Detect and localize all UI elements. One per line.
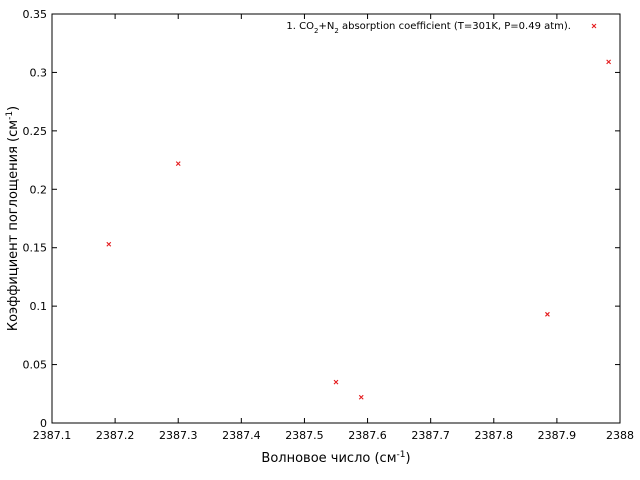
data-point — [106, 241, 112, 247]
y-axis: 0 0.05 0.1 0.15 0.2 0.25 0.3 0.35 — [23, 8, 620, 430]
data-point — [175, 161, 181, 166]
data-point — [358, 394, 364, 400]
data-point — [606, 59, 612, 65]
legend: 1. CO2+N2 absorption coefficient (T=301K… — [286, 21, 597, 35]
x-tick-label: 2387.4 — [222, 429, 261, 442]
y-tick-label: 0.15 — [23, 242, 48, 255]
x-tick-label: 2387.1 — [33, 429, 72, 442]
x-tick-label: 2387.3 — [159, 429, 198, 442]
x-tick-label: 2387.5 — [285, 429, 324, 442]
plot-frame — [51, 13, 621, 424]
y-tick-label: 0.25 — [23, 125, 48, 138]
x-tick-label: 2387.7 — [411, 429, 450, 442]
x-tick-label: 2388 — [606, 429, 634, 442]
x-tick-label: 2387.9 — [538, 429, 577, 442]
data-points — [106, 59, 612, 400]
y-tick-label: 0.1 — [30, 300, 48, 313]
x-tick-label: 2387.2 — [96, 429, 135, 442]
y-tick-label: 0 — [40, 417, 47, 430]
x-axis: 2387.1 2387.2 2387.3 2387.4 2387.5 2387.6 2387… — [33, 14, 634, 442]
y-tick-label: 0.3 — [30, 66, 48, 79]
data-point — [333, 379, 339, 385]
x-tick-label: 2387.6 — [348, 429, 387, 442]
x-tick-label: 2387.8 — [475, 429, 514, 442]
y-tick-label: 0.35 — [23, 8, 48, 21]
x-axis-title: Волновое число (см-1) — [261, 450, 410, 466]
plot-border — [51, 13, 621, 424]
y-tick-label: 0.05 — [23, 359, 48, 372]
legend-label: 1. CO2+N2 absorption coefficient (T=301K… — [286, 21, 571, 35]
data-point — [545, 311, 550, 317]
y-axis-title: Коэффициент поглощения (см-1) — [5, 106, 21, 331]
legend-marker — [591, 23, 597, 29]
y-tick-label: 0.2 — [30, 183, 48, 196]
